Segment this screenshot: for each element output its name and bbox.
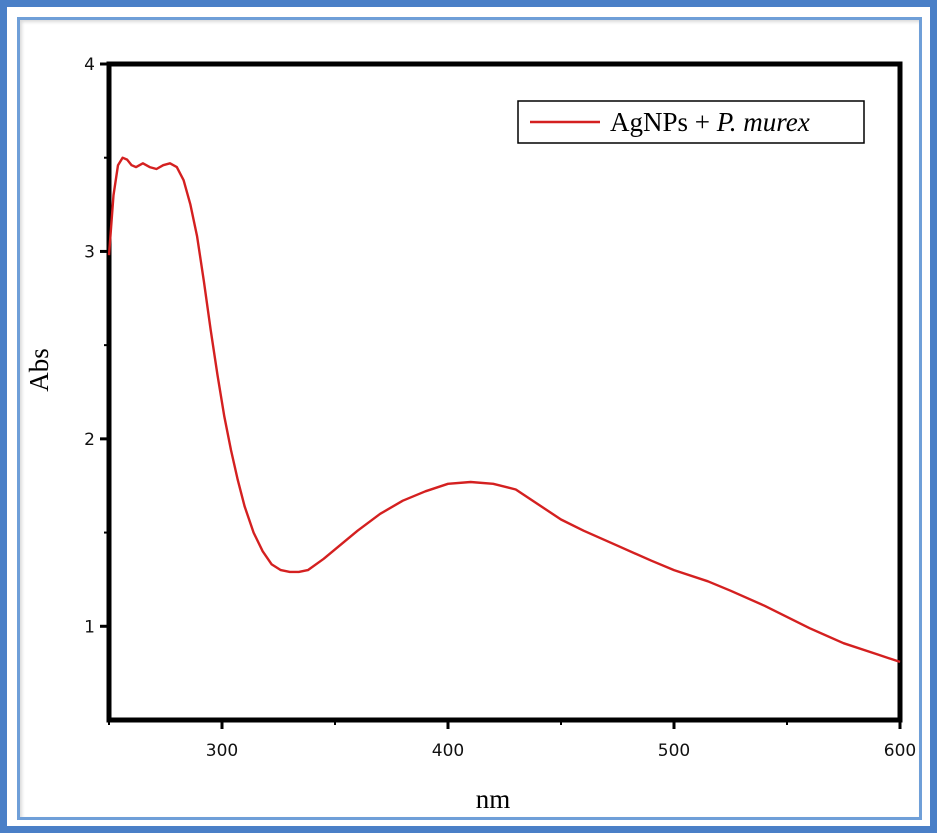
axes [106,61,903,723]
inner-frame [17,17,922,820]
x-tick-label: 600 [884,741,916,761]
legend: AgNPs + P. murex [517,100,865,144]
x-axis-title: nm [476,784,511,814]
legend-label-prefix: AgNPs + [610,107,717,137]
plot-frame [106,61,903,723]
x-tick-label: 400 [432,741,464,761]
y-axis-title: Abs [24,348,54,392]
series-layer [107,156,901,664]
legend-label: AgNPs + P. murex [610,107,810,137]
x-tick-label: 300 [206,741,238,761]
x-tick-label: 500 [658,741,690,761]
legend-label-italic: P. murex [716,107,810,137]
y-tick-label: 4 [84,55,95,75]
series-line [107,156,901,664]
y-tick-label: 2 [84,430,95,450]
y-tick-label: 1 [84,617,95,637]
ticks: 300 400 500 600 1 2 3 4 [84,55,916,761]
y-tick-label: 3 [84,242,95,262]
